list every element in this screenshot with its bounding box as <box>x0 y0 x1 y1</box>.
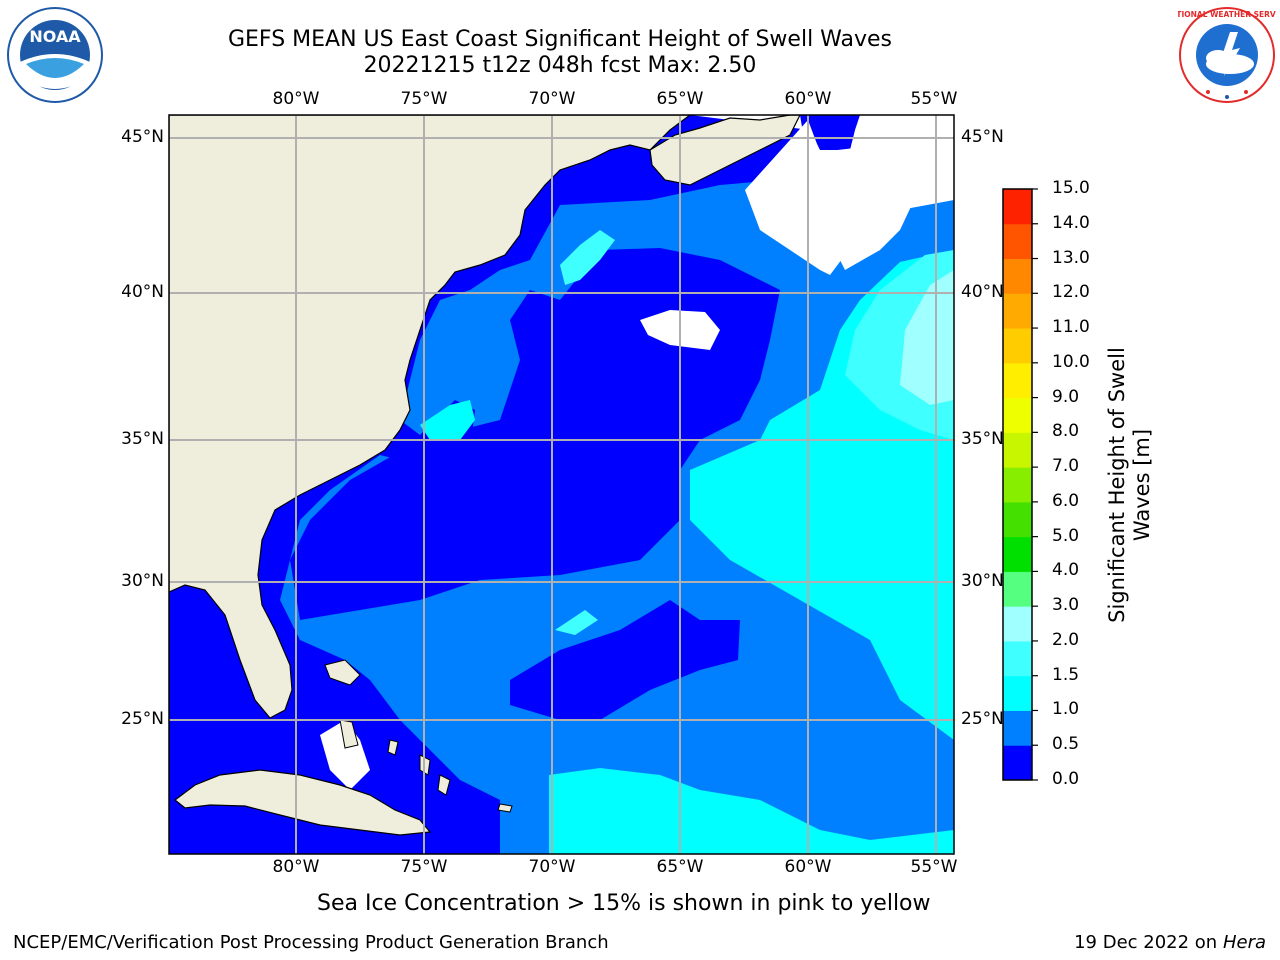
lon-label-top-80w: 80°W <box>272 89 320 109</box>
land-north-america <box>169 115 691 719</box>
lon-label-top-60w: 60°W <box>784 89 832 109</box>
colorbar-frame <box>1002 188 1033 781</box>
colorbar-label-line2: Waves [m] <box>1130 428 1154 542</box>
no-data-bahamas <box>320 720 370 790</box>
lat-label-left-40n: 40°N <box>121 282 164 302</box>
colorbar-segment <box>1003 745 1032 781</box>
colorbar-label-line1: Significant Height of Swell <box>1105 347 1129 623</box>
swell-zone-1.0-1.5-south <box>549 768 954 854</box>
colorbar-segment <box>1003 675 1032 711</box>
colorbar-tick-label: 10.0 <box>1052 351 1090 372</box>
colorbar <box>1002 188 1038 781</box>
land-bahamas <box>324 659 513 813</box>
footer-branch: NCEP/EMC/Verification Post Processing Pr… <box>13 932 609 953</box>
colorbar-tick-label: 7.0 <box>1052 456 1080 477</box>
lon-label-top-65w: 65°W <box>656 89 704 109</box>
colorbar-tick-label: 2.0 <box>1052 629 1080 650</box>
colorbar-segment <box>1003 397 1032 433</box>
colorbar-segment <box>1003 467 1032 503</box>
footer-date-text: 19 Dec 2022 on <box>1074 932 1218 953</box>
colorbar-segment <box>1003 293 1032 329</box>
sea-ice-note: Sea Ice Concentration > 15% is shown in … <box>317 891 931 916</box>
lat-label-right-25n: 25°N <box>961 709 1004 729</box>
lat-label-left-25n: 25°N <box>121 709 164 729</box>
chart-subtitle: 20221215 t12z 048h fcst Max: 2.50 <box>363 53 757 78</box>
lon-label-top-70w: 70°W <box>528 89 576 109</box>
swell-zone-0.0-0.5-south <box>510 600 740 720</box>
footer-date: 19 Dec 2022 on Hera <box>1074 932 1266 953</box>
lon-label-top-55w: 55°W <box>910 89 958 109</box>
lon-label-bottom-65w: 65°W <box>656 857 704 877</box>
lat-label-left-35n: 35°N <box>121 429 164 449</box>
colorbar-tick-label: 1.0 <box>1052 699 1080 720</box>
colorbar-tick-label: 3.0 <box>1052 595 1080 616</box>
colorbar-tick-label: 5.0 <box>1052 525 1080 546</box>
lat-label-right-40n: 40°N <box>961 282 1004 302</box>
colorbar-tick-label: 4.0 <box>1052 560 1080 581</box>
lon-label-bottom-80w: 80°W <box>272 857 320 877</box>
chart-title: GEFS MEAN US East Coast Significant Heig… <box>227 27 893 52</box>
lon-label-bottom-70w: 70°W <box>528 857 576 877</box>
colorbar-segment <box>1003 640 1032 677</box>
graticule <box>169 115 954 854</box>
colorbar-tick-label: 14.0 <box>1052 212 1090 233</box>
colorbar-tick-label: 12.0 <box>1052 282 1090 303</box>
map-frame <box>168 114 955 855</box>
lon-label-bottom-55w: 55°W <box>910 857 958 877</box>
lat-label-right-30n: 30°N <box>961 571 1004 591</box>
swell-zone-1.0-1.5-patch-north <box>560 230 615 285</box>
footer-machine: Hera <box>1222 932 1266 953</box>
colorbar-tick-label: 8.0 <box>1052 421 1080 442</box>
lat-label-left-45n: 45°N <box>121 127 164 147</box>
colorbar-label: Significant Height of Swell Waves [m] <box>1105 325 1155 645</box>
colorbar-segment <box>1003 328 1032 364</box>
lat-label-right-35n: 35°N <box>961 429 1004 449</box>
colorbar-tick-label: 0.0 <box>1052 769 1080 789</box>
colorbar-segment <box>1003 189 1032 225</box>
colorbar-segment <box>1003 258 1032 294</box>
colorbar-tick-label: 9.0 <box>1052 386 1080 407</box>
nws-logo: NATIONAL WEATHER SERVICE <box>1178 7 1276 103</box>
lat-label-right-45n: 45°N <box>961 127 1004 147</box>
colorbar-tick-label: 1.5 <box>1052 664 1080 685</box>
lon-label-bottom-75w: 75°W <box>400 857 448 877</box>
swell-zone-0.0-0.5-central <box>290 248 780 620</box>
noaa-logo-text: NOAA <box>29 27 81 46</box>
no-data-labrador <box>745 115 954 275</box>
colorbar-segment <box>1003 606 1032 642</box>
swell-zone-1.0-1.5-patch-hatteras <box>420 400 475 440</box>
colorbar-tick-label: 13.0 <box>1052 247 1090 268</box>
colorbar-segment <box>1003 223 1032 260</box>
colorbar-segment <box>1003 362 1032 399</box>
lon-label-bottom-60w: 60°W <box>784 857 832 877</box>
colorbar-tick-label: 11.0 <box>1052 317 1090 338</box>
colorbar-segment <box>1003 432 1032 468</box>
colorbar-segment <box>1003 536 1032 572</box>
swell-zone-1.0-1.5-patch-sargasso <box>555 610 598 635</box>
lat-label-left-30n: 30°N <box>121 571 164 591</box>
noaa-logo: NOAA <box>7 7 103 103</box>
colorbar-tick-label: 0.5 <box>1052 734 1080 755</box>
colorbar-segment <box>1003 571 1032 607</box>
lon-label-top-75w: 75°W <box>400 89 448 109</box>
colorbar-tick-label: 6.0 <box>1052 490 1080 511</box>
nws-logo-text: NATIONAL WEATHER SERVICE <box>1178 10 1276 19</box>
colorbar-tick-label: 15.0 <box>1052 178 1090 198</box>
colorbar-segment <box>1003 501 1032 538</box>
land-nova-scotia <box>649 115 801 186</box>
colorbar-segment <box>1003 710 1032 746</box>
swell-zone-2.0-3.0 <box>900 270 954 405</box>
